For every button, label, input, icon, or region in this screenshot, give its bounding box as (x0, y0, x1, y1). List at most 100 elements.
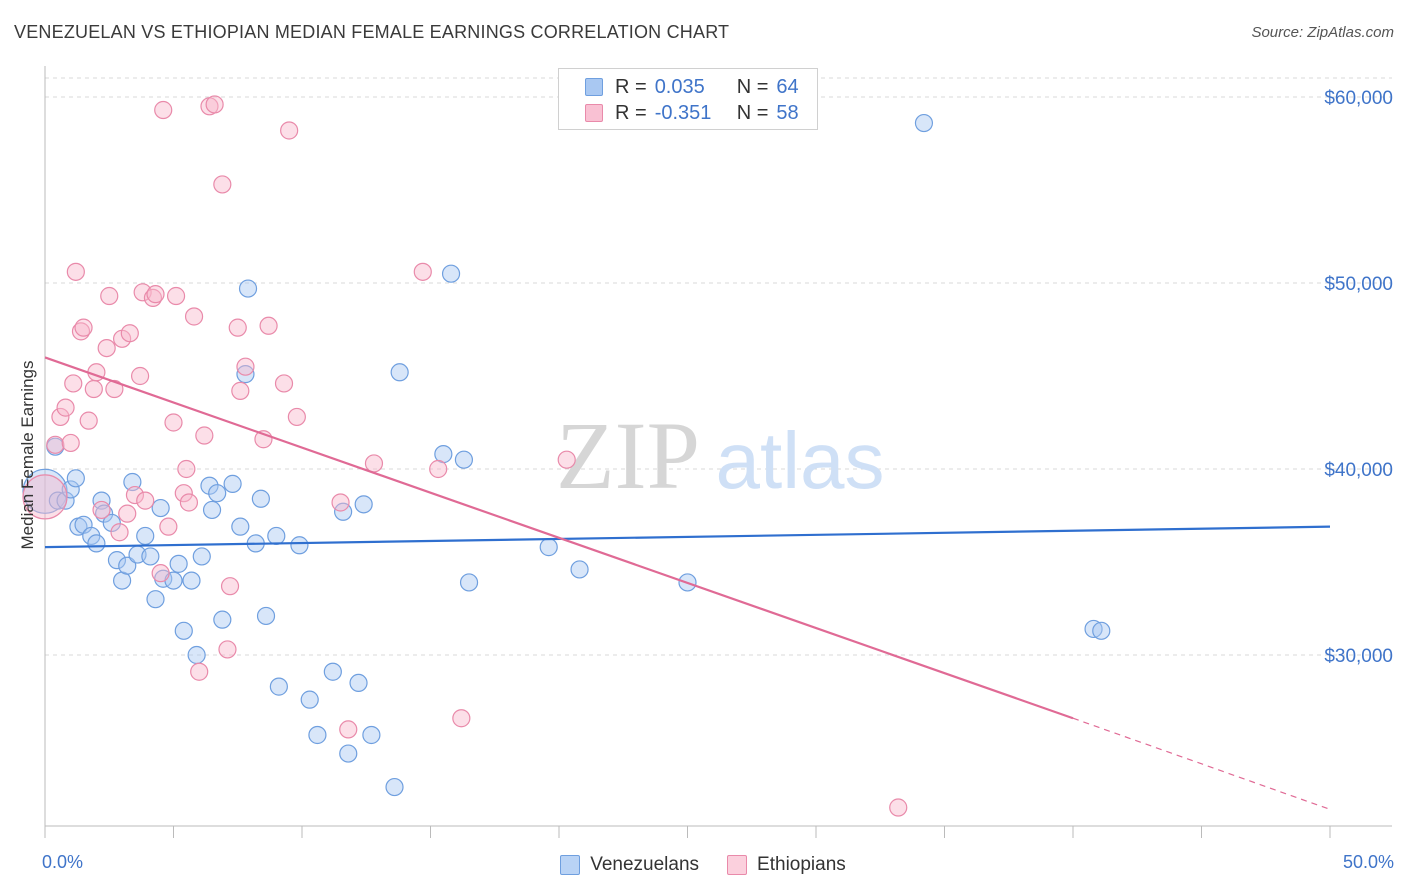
ethiopian-point (274, 374, 294, 393)
venezuelan-point (267, 526, 286, 546)
ethiopian-point (339, 720, 358, 739)
ethiopian-point (231, 381, 250, 400)
ethiopian-point (236, 357, 255, 376)
venezuelan-point (141, 547, 160, 566)
venezuelan-point (151, 498, 170, 518)
ethiopian-point (159, 517, 178, 536)
y-tick-label: $60,000 (1324, 88, 1393, 109)
ethiopian-point (331, 493, 350, 512)
trend-line-ethiopians (44, 356, 1074, 720)
venezuelan-point (308, 725, 327, 745)
venezuelan-point (136, 526, 155, 546)
ethiopian-point (100, 286, 119, 306)
venezuelan-point (300, 690, 319, 709)
venezuelan-point (200, 476, 219, 495)
ethiopian-point (125, 485, 145, 505)
watermark-zip: ZIP (556, 402, 700, 509)
venezuelan-point (22, 468, 68, 514)
venezuelan-point (202, 500, 222, 520)
legend-label-venezuelans: Venezuelans (590, 854, 700, 875)
venezuelan-point (236, 365, 255, 384)
ethiopian-point (120, 324, 139, 343)
y-tick-label: $30,000 (1324, 646, 1393, 667)
legend-row-ethiopians: R = -0.351 N = 58 (585, 100, 799, 126)
venezuelan-point (362, 725, 381, 745)
legend-r-value: -0.351 (654, 101, 712, 124)
venezuelan-point (66, 469, 85, 488)
series-legend: Venezuelans Ethiopians (0, 852, 1406, 878)
legend-swatch-ethiopians (585, 104, 603, 122)
venezuelan-point (339, 744, 358, 763)
legend-r-label: R = (615, 75, 647, 98)
axes (44, 66, 1392, 838)
trend-line-venezuelans (44, 525, 1331, 549)
ethiopian-point (889, 798, 908, 817)
ethiopian-point (429, 459, 448, 479)
ethiopian-point (164, 413, 183, 432)
ethiopian-point (228, 318, 247, 337)
ethiopian-points (22, 95, 908, 817)
legend-r-value: 0.035 (654, 75, 705, 98)
legend-item-venezuelans[interactable]: Venezuelans (560, 854, 699, 876)
legend-swatch-ethiopians (727, 855, 748, 875)
venezuelan-point (459, 573, 479, 592)
ethiopian-point (177, 459, 196, 479)
venezuelan-point (87, 534, 106, 553)
legend-n-label: N = (736, 101, 769, 124)
legend-item-ethiopians[interactable]: Ethiopians (727, 854, 846, 876)
ethiopian-point (413, 262, 432, 281)
ethiopian-point (84, 379, 103, 399)
venezuelan-point (385, 777, 404, 797)
ethiopian-point (61, 433, 80, 453)
legend-n-value: 58 (776, 101, 799, 124)
venezuelan-point (187, 645, 206, 665)
legend-label-ethiopians: Ethiopians (757, 854, 846, 875)
ethiopian-point (195, 426, 214, 445)
trend-line-ethiopians (1072, 717, 1331, 810)
legend-n-value: 64 (776, 75, 799, 98)
venezuelan-point (238, 279, 258, 298)
ethiopian-point (118, 504, 137, 523)
venezuelan-point (146, 590, 165, 609)
venezuelan-point (192, 547, 211, 566)
ethiopian-point (105, 379, 124, 399)
venezuelan-point (256, 606, 276, 626)
y-axis-label: Median Female Earnings (18, 360, 37, 550)
ethiopian-point (213, 175, 232, 194)
ethiopian-point (146, 285, 165, 304)
venezuelan-point (323, 662, 342, 681)
ethiopian-point (174, 484, 193, 503)
correlation-legend: R = 0.035 N = 64 R = -0.351 N = 58 (558, 68, 818, 130)
venezuelan-point (208, 484, 227, 503)
venezuelan-point (118, 556, 137, 575)
venezuelan-point (169, 554, 188, 573)
ethiopian-point (190, 662, 209, 681)
ethiopian-point (364, 454, 384, 473)
venezuelan-point (354, 495, 373, 514)
venezuelan-point (1092, 621, 1111, 640)
ethiopian-point (154, 100, 173, 120)
venezuelan-point (570, 560, 589, 579)
ethiopian-point (66, 262, 85, 281)
y-tick-label: $50,000 (1324, 274, 1393, 295)
venezuelan-point (231, 517, 250, 536)
venezuelan-points (22, 113, 1111, 797)
venezuelan-point (914, 113, 934, 133)
venezuelan-point (182, 571, 201, 590)
ethiopian-point (218, 640, 237, 659)
y-tick-label: $40,000 (1324, 460, 1393, 481)
watermark-atlas: atlas (716, 416, 885, 505)
ethiopian-point (280, 121, 299, 140)
venezuelan-point (441, 264, 461, 283)
ethiopian-point (64, 374, 83, 393)
venezuelan-point (56, 491, 75, 510)
ethiopian-point (287, 407, 306, 427)
y-tick-labels: $30,000 $40,000 $50,000 $60,000 (1324, 88, 1393, 667)
ethiopian-point (51, 407, 70, 427)
ethiopian-point (22, 474, 68, 520)
ethiopian-point (136, 491, 155, 510)
venezuelan-point (213, 610, 232, 629)
venezuelan-point (269, 677, 288, 696)
chart-title: VENEZUELAN VS ETHIOPIAN MEDIAN FEMALE EA… (14, 22, 730, 42)
